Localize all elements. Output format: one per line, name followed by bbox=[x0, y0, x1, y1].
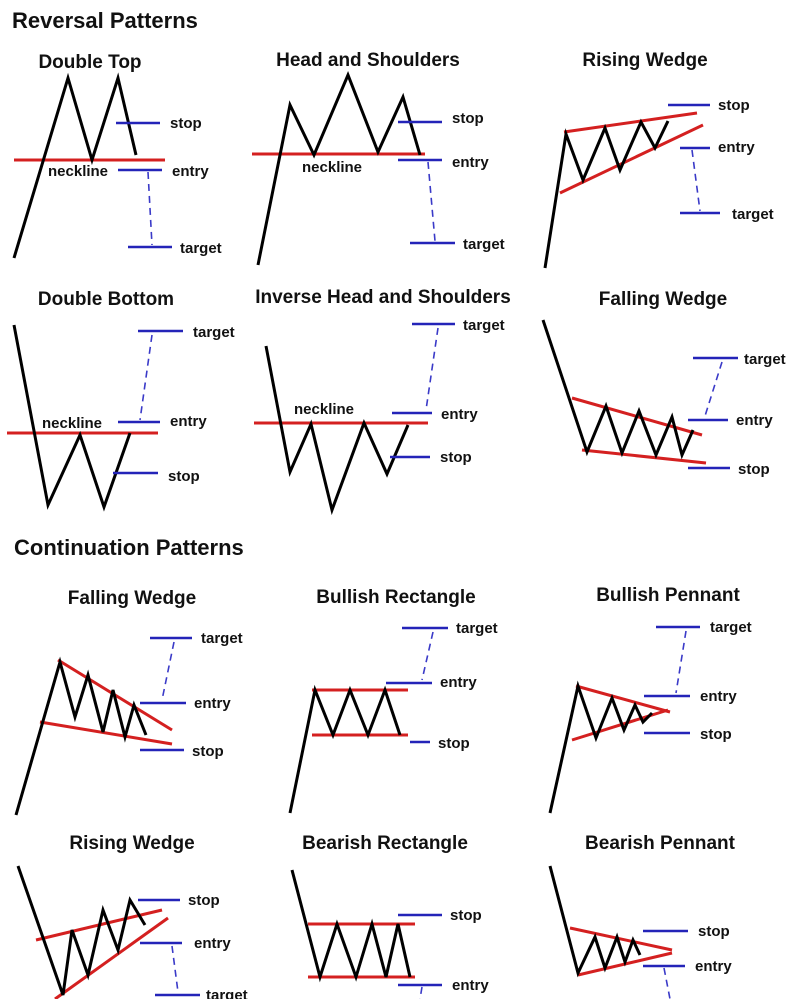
price-line bbox=[264, 345, 410, 516]
pattern-title: Falling Wedge bbox=[68, 588, 196, 609]
target-label: target bbox=[463, 236, 505, 253]
pattern-panel-bullish-rectangle: Bullish Rectangle target entry stop bbox=[288, 587, 498, 814]
entry-label: entry bbox=[695, 958, 732, 975]
projection-dashed-line bbox=[161, 641, 175, 701]
neckline-label: neckline bbox=[294, 401, 354, 418]
projection-dashed-line bbox=[419, 986, 423, 999]
trend-line bbox=[563, 111, 698, 134]
pattern-panel-falling-wedge: Falling Wedge target entry stop bbox=[14, 588, 243, 816]
stop-label: stop bbox=[450, 907, 482, 924]
target-label: target bbox=[193, 324, 235, 341]
pattern-panel-head-and-shoulders: Head and Shoulders stop entry target necklin… bbox=[252, 50, 505, 266]
pattern-title: Rising Wedge bbox=[69, 833, 194, 854]
pattern-panel-bullish-pennant: Bullish Pennant target entry stop bbox=[548, 585, 752, 814]
pattern-panel-falling-wedge: Falling Wedge target entry stop bbox=[541, 289, 786, 478]
price-line bbox=[541, 319, 695, 460]
pattern-panel-inverse-head-and-shoulders: Inverse Head and Shoulders target entry sto… bbox=[254, 287, 511, 516]
pattern-title: Falling Wedge bbox=[599, 289, 727, 310]
target-label: target bbox=[463, 317, 505, 334]
target-label: target bbox=[206, 987, 248, 999]
price-line bbox=[12, 72, 138, 259]
entry-label: entry bbox=[736, 412, 773, 429]
stop-label: stop bbox=[170, 115, 202, 132]
section-title-continuation: Continuation Patterns bbox=[14, 535, 244, 560]
pattern-title: Rising Wedge bbox=[582, 50, 707, 71]
stop-label: stop bbox=[698, 923, 730, 940]
entry-label: entry bbox=[700, 688, 737, 705]
stop-label: stop bbox=[192, 743, 224, 760]
entry-label: entry bbox=[194, 935, 231, 952]
target-label: target bbox=[180, 240, 222, 257]
trend-line bbox=[569, 926, 673, 952]
entry-label: entry bbox=[440, 674, 477, 691]
price-line bbox=[543, 118, 670, 269]
projection-dashed-line bbox=[171, 945, 179, 993]
entry-label: entry bbox=[452, 154, 489, 171]
section-title-reversal: Reversal Patterns bbox=[12, 8, 198, 33]
price-line bbox=[14, 656, 148, 816]
projection-dashed-line bbox=[691, 149, 701, 212]
target-label: target bbox=[732, 206, 774, 223]
entry-label: entry bbox=[441, 406, 478, 423]
projection-dashed-line bbox=[421, 631, 434, 681]
stop-label: stop bbox=[440, 449, 472, 466]
target-label: target bbox=[201, 630, 243, 647]
entry-label: entry bbox=[452, 977, 489, 994]
pattern-panel-rising-wedge: Rising Wedge stop entry target bbox=[16, 833, 248, 999]
pattern-panel-bearish-rectangle: Bearish Rectangle stop entry bbox=[290, 833, 489, 999]
pattern-title: Bearish Rectangle bbox=[302, 833, 468, 854]
pattern-panel-double-top: Double Top stop entry target neckline bbox=[12, 52, 222, 259]
neckline-label: neckline bbox=[42, 415, 102, 432]
pattern-title: Bullish Pennant bbox=[596, 585, 740, 606]
pattern-title: Bearish Pennant bbox=[585, 833, 736, 854]
projection-dashed-line bbox=[427, 161, 436, 242]
entry-label: entry bbox=[718, 139, 755, 156]
projection-dashed-line bbox=[663, 967, 671, 999]
stop-label: stop bbox=[438, 735, 470, 752]
trend-line bbox=[581, 448, 707, 465]
price-line bbox=[290, 869, 412, 983]
trend-line bbox=[54, 916, 169, 999]
projection-dashed-line bbox=[675, 630, 687, 694]
entry-label: entry bbox=[170, 413, 207, 430]
stop-label: stop bbox=[452, 110, 484, 127]
pattern-title: Double Top bbox=[38, 52, 141, 73]
pattern-title: Head and Shoulders bbox=[276, 50, 460, 71]
trend-line bbox=[575, 684, 671, 714]
pattern-title: Inverse Head and Shoulders bbox=[255, 287, 511, 308]
stop-label: stop bbox=[738, 461, 770, 478]
pattern-panel-bearish-pennant: Bearish Pennant stop entry bbox=[548, 833, 736, 999]
pattern-panel-rising-wedge: Rising Wedge stop entry target bbox=[543, 50, 774, 269]
stop-label: stop bbox=[188, 892, 220, 909]
target-label: target bbox=[710, 619, 752, 636]
neckline-label: neckline bbox=[302, 159, 362, 176]
projection-dashed-line bbox=[147, 171, 153, 246]
price-line bbox=[12, 324, 132, 512]
trend-line bbox=[559, 123, 704, 195]
price-line bbox=[548, 680, 654, 814]
entry-label: entry bbox=[194, 695, 231, 712]
entry-label: entry bbox=[172, 163, 209, 180]
projection-dashed-line bbox=[704, 361, 723, 417]
projection-dashed-line bbox=[139, 334, 153, 421]
price-line bbox=[256, 71, 422, 266]
projection-dashed-line bbox=[425, 327, 439, 411]
price-line bbox=[288, 684, 402, 814]
stop-label: stop bbox=[718, 97, 750, 114]
trend-line bbox=[39, 720, 173, 746]
pattern-panel-double-bottom: Double Bottom target entry stop neckline bbox=[7, 289, 235, 512]
pattern-title: Double Bottom bbox=[38, 289, 174, 310]
pattern-title: Bullish Rectangle bbox=[316, 587, 475, 608]
target-label: target bbox=[456, 620, 498, 637]
price-line bbox=[16, 865, 147, 996]
stop-label: stop bbox=[168, 468, 200, 485]
stop-label: stop bbox=[700, 726, 732, 743]
target-label: target bbox=[744, 351, 786, 368]
neckline-label: neckline bbox=[48, 163, 108, 180]
price-line bbox=[548, 865, 642, 978]
